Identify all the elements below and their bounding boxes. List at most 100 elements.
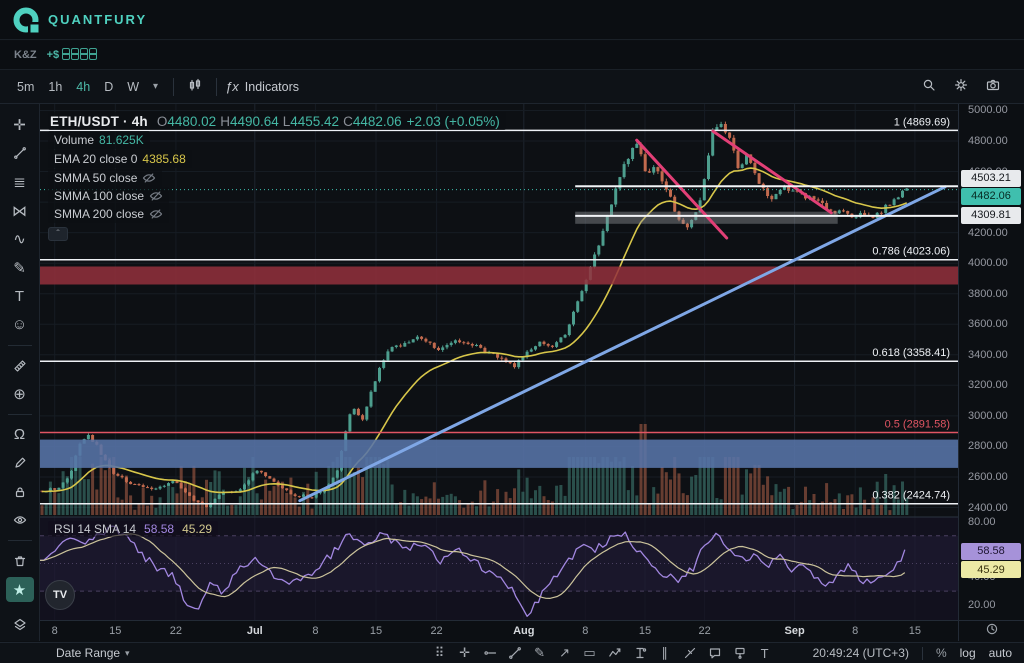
footer-tool-drag-icon[interactable]: ⠿	[434, 645, 445, 660]
eye-off-icon[interactable]	[149, 207, 163, 221]
footer-tool-parallel-icon[interactable]: ∥	[661, 645, 668, 660]
tool-lock-drawings-icon[interactable]	[6, 450, 34, 476]
footer-tool-hline-icon[interactable]	[482, 646, 498, 660]
footer-tool-brush-icon[interactable]: ✎	[534, 645, 546, 660]
day-label: 15	[638, 625, 652, 637]
tool-crosshair-icon[interactable]: ✛	[13, 116, 26, 134]
svg-text:1 (4869.69): 1 (4869.69)	[894, 116, 950, 128]
camera-icon[interactable]	[986, 78, 1000, 95]
account-name[interactable]: K&Z	[14, 49, 37, 61]
symbol-legend-row[interactable]: ETH/USDT · 4h O4480.02 H4490.64 L4455.42 C4…	[48, 112, 506, 130]
price-tick: 3800.00	[968, 287, 1008, 300]
footer-tool-bubble-icon[interactable]	[707, 646, 723, 660]
smma-legend-row[interactable]: SMMA 50 close	[48, 169, 163, 187]
price-axis[interactable]: 5000.004800.004600.004400.004200.004000.…	[958, 104, 1024, 620]
tool-text-icon[interactable]: T	[14, 287, 25, 305]
smma-legend-row[interactable]: SMMA 100 close	[48, 187, 170, 205]
toolbar-separator	[7, 344, 32, 346]
tradingview-logo[interactable]: TV	[45, 580, 75, 610]
price-tick: 3200.00	[968, 379, 1008, 392]
brand-name: QUANTFURY	[48, 12, 148, 27]
time-axis-corner[interactable]	[958, 620, 1024, 641]
volume-legend-row[interactable]: Volume 81.625K	[48, 131, 150, 149]
tool-xabcd-pattern-icon[interactable]: ⋈	[12, 202, 27, 220]
tool-ruler-icon[interactable]	[6, 353, 34, 379]
rsi-value: 58.58	[144, 522, 175, 536]
footer-tool-arrowline-icon[interactable]: ↗	[559, 645, 571, 660]
ohlc-values: O4480.02 H4490.64 L4455.42 C4482.06	[153, 114, 402, 129]
footer-tool-rect-icon[interactable]: ▭	[583, 645, 596, 660]
timeframe-1h[interactable]: 1h	[48, 79, 63, 94]
smma-label: SMMA 50 close	[54, 170, 138, 185]
smma-legend-row[interactable]: SMMA 200 close	[48, 205, 170, 223]
rsi-legend-row[interactable]: RSI 14 SMA 14 58.58 45.29	[48, 521, 219, 537]
tool-remove-drawings-icon[interactable]	[6, 548, 34, 574]
timeframe-4h[interactable]: 4h	[76, 79, 91, 94]
masked-digit	[71, 47, 80, 60]
ohlc-price: 4490.64	[229, 113, 279, 129]
scale-button-auto[interactable]: auto	[988, 646, 1012, 660]
price-tick: 4200.00	[968, 226, 1008, 239]
chart-plot[interactable]: 1 (4869.69) 0.786 (4023.06) 0.618 (3358.41…	[39, 104, 958, 625]
day-label: 8	[312, 625, 319, 637]
svg-text:0.786 (4023.06): 0.786 (4023.06)	[872, 246, 950, 258]
price-tick: 2400.00	[968, 501, 1008, 514]
price-tick: 3600.00	[968, 318, 1008, 331]
footer-tool-crosshair-icon[interactable]: ✛	[459, 645, 471, 660]
indicators-label: Indicators	[244, 79, 299, 94]
tool-brush-icon[interactable]: ✎	[13, 259, 26, 277]
change-value: +2.03 (+0.05%)	[406, 113, 500, 129]
tool-fib-retracement-icon[interactable]: ≣	[13, 173, 26, 191]
tool-lock-all-icon[interactable]	[6, 479, 34, 505]
timeframe-5m[interactable]: 5m	[17, 79, 35, 94]
volume-value: 81.625K	[99, 132, 144, 147]
time-axis[interactable]: 8 15 22 Jul 8 15 22 Aug 8 15 22 Sep 8 15	[40, 620, 958, 641]
ohlc-letter: H	[220, 113, 230, 129]
price-tick: 4000.00	[968, 257, 1008, 270]
tool-magnet-icon[interactable]: Ω	[13, 426, 26, 444]
tool-elliott-wave-icon[interactable]: ∿	[13, 231, 26, 249]
tool-zoom-in-icon[interactable]: ⊕	[13, 386, 26, 404]
favorites-star-icon[interactable]: ★	[5, 576, 34, 603]
object-tree-icon[interactable]	[6, 612, 34, 638]
date-range-button[interactable]: Date Range ▾	[56, 646, 130, 660]
masked-digit	[62, 47, 71, 60]
chart-type-candles-icon[interactable]	[182, 78, 208, 95]
scale-button-log[interactable]: log	[959, 646, 976, 660]
timeframe-W[interactable]: W	[127, 79, 140, 94]
timezone-clock-icon[interactable]	[985, 622, 999, 641]
ema-label: EMA 20 close 0	[54, 151, 138, 166]
symbol-name: ETH/USDT · 4h	[50, 113, 148, 129]
interval-menu-chevron-icon[interactable]: ▾	[153, 81, 159, 92]
scale-button-%[interactable]: %	[935, 646, 947, 660]
ema-value: 4385.68	[142, 151, 186, 166]
footer-tool-pricelabel-icon[interactable]	[732, 646, 748, 660]
day-label: 22	[698, 625, 711, 637]
toolbar-separator	[7, 540, 32, 542]
rsi-tick: 80.00	[968, 516, 996, 528]
footer-tool-text-icon[interactable]: T	[760, 645, 769, 661]
legend-collapse-button[interactable]: ˆ	[48, 227, 68, 241]
indicators-button[interactable]: ƒx Indicators	[225, 79, 299, 94]
footer-tool-trendline-icon[interactable]	[507, 646, 523, 660]
clock-utc[interactable]: 20:49:24 (UTC+3)	[812, 646, 909, 660]
tool-emoji-icon[interactable]: ☺	[11, 316, 28, 334]
timeframe-D[interactable]: D	[104, 79, 114, 94]
gear-icon[interactable]	[954, 78, 968, 95]
ema-legend-row[interactable]: EMA 20 close 0 4385.68	[48, 150, 192, 168]
search-icon[interactable]	[922, 78, 936, 95]
footer-tool-longpos-icon[interactable]	[632, 646, 648, 660]
footer-tool-zigzag-icon[interactable]	[607, 646, 623, 660]
favorite-drawing-tools: ⠿ ✛ ✎ ↗ ▭ ∥ T	[432, 645, 773, 661]
day-label: 8	[51, 625, 58, 637]
footer-tool-slashline-icon[interactable]	[682, 646, 698, 660]
rsi-tick: 20.00	[968, 598, 996, 611]
day-label: 22	[169, 625, 182, 637]
tool-trend-line-icon[interactable]	[6, 141, 34, 167]
eye-off-icon[interactable]	[149, 189, 163, 203]
date-range-label: Date Range	[56, 646, 121, 660]
fx-icon: ƒx	[225, 79, 239, 94]
tool-hide-drawings-icon[interactable]	[6, 508, 34, 534]
eye-off-icon[interactable]	[142, 171, 156, 185]
profit-loss-masked[interactable]: +$	[47, 47, 98, 63]
